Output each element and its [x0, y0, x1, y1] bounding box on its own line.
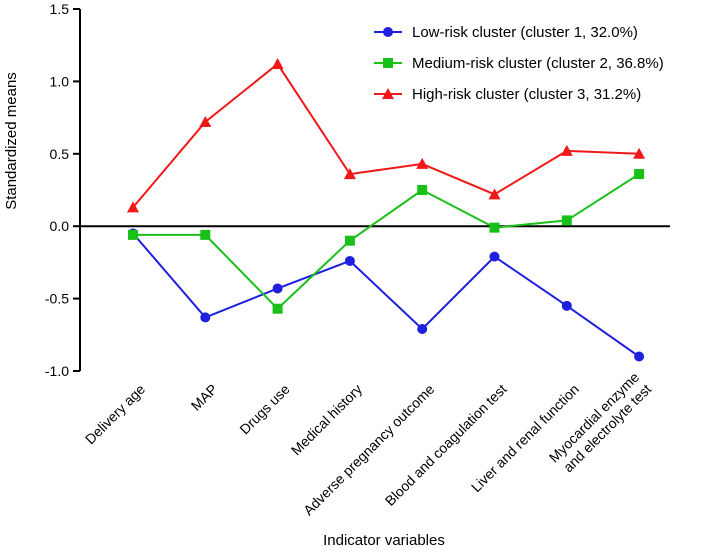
data-point [560, 144, 573, 156]
data-point [200, 312, 211, 323]
series-3 [127, 58, 646, 213]
x-category-label: Drugs use [236, 381, 293, 438]
series-1 [128, 228, 645, 362]
x-category-label: Medical history [288, 381, 365, 458]
y-tick-label: 0.5 [50, 146, 70, 162]
data-point [488, 188, 501, 200]
y-tick-label: -1.0 [45, 363, 69, 379]
data-point [199, 115, 212, 127]
y-tick-label: 1.0 [50, 73, 70, 89]
data-point [634, 169, 645, 180]
data-point [127, 201, 139, 213]
series-line [132, 232, 640, 358]
x-axis-title: Indicator variables [323, 532, 445, 549]
data-point [489, 251, 500, 262]
data-point [128, 229, 138, 240]
series-line [132, 62, 640, 209]
legend-item-3: High-risk cluster (cluster 3, 31.2%) [374, 86, 641, 103]
data-point [271, 58, 284, 70]
y-tick-label: -0.5 [45, 291, 69, 307]
y-tick-label: 1.5 [50, 1, 70, 17]
data-point [489, 222, 500, 233]
y-axis: -1.0 -0.5 0.0 0.5 1.0 1.5 [45, 1, 81, 379]
data-point [633, 147, 646, 159]
series-layer [127, 58, 646, 362]
data-point [416, 157, 429, 169]
x-category-label: Delivery age [82, 381, 148, 447]
data-point [417, 185, 428, 195]
data-point [272, 303, 283, 314]
legend-item-1: Low-risk cluster (cluster 1, 32.0%) [374, 24, 638, 41]
x-category-label: Myocardial enzymeand electrolyte test [546, 369, 655, 478]
x-category-label: MAP [188, 381, 221, 414]
data-point [634, 351, 645, 362]
legend-marker [382, 88, 394, 99]
x-category-label: Adverse pregnancy outcome [300, 381, 437, 518]
data-point [561, 300, 572, 311]
legend-marker [383, 27, 393, 37]
data-point [561, 215, 572, 226]
data-point [417, 324, 428, 335]
data-point [344, 255, 355, 266]
data-point [200, 229, 211, 240]
series-2 [128, 169, 645, 314]
y-axis-title: Standardized means [3, 72, 20, 210]
legend: Low-risk cluster (cluster 1, 32.0%) Mediu… [374, 24, 664, 103]
series-line [133, 173, 640, 311]
data-point [343, 168, 356, 180]
legend-item-2: Medium-risk cluster (cluster 2, 36.8%) [374, 55, 664, 72]
legend-label: High-risk cluster (cluster 3, 31.2%) [412, 86, 641, 103]
legend-label: Low-risk cluster (cluster 1, 32.0%) [412, 24, 638, 41]
x-category-label: Blood and coagulation test [382, 381, 510, 509]
legend-label: Medium-risk cluster (cluster 2, 36.8%) [412, 55, 664, 72]
legend-marker [383, 58, 393, 68]
data-point [344, 235, 355, 246]
y-tick-label: 0.0 [50, 218, 70, 234]
data-point [272, 283, 283, 294]
